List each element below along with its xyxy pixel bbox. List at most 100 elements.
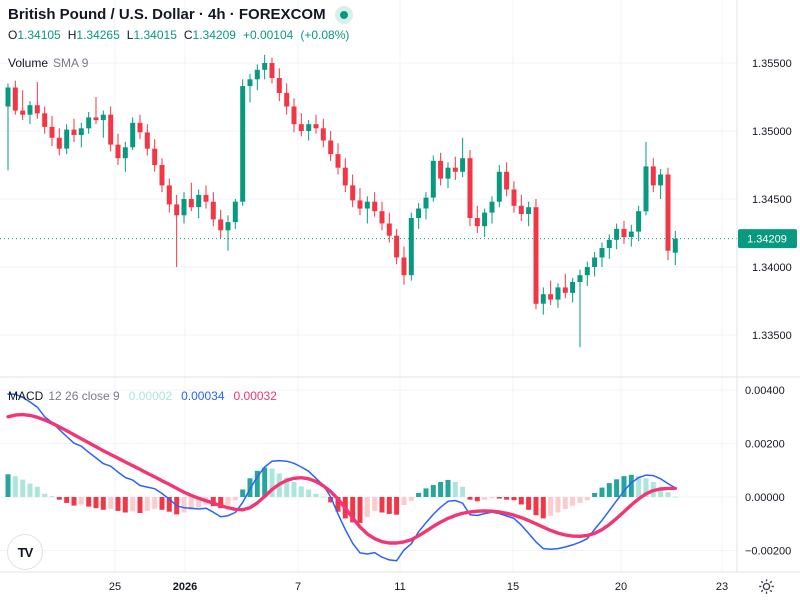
- price-axis-label: 1.33500: [752, 330, 792, 342]
- macd-histogram-bar: [291, 482, 297, 497]
- macd-signal-line: [6, 412, 677, 545]
- macd-axis-label: 0.00200: [745, 439, 785, 451]
- candle-body: [401, 257, 407, 276]
- time-axis[interactable]: 25 2026 7 11 15 20 23: [109, 581, 728, 593]
- macd-histogram-bar: [555, 497, 561, 513]
- candle-body: [306, 124, 312, 131]
- tradingview-logo[interactable]: TV: [7, 534, 43, 570]
- candle-body: [137, 122, 143, 133]
- macd-histogram-bar: [672, 496, 678, 498]
- macd-histogram-bar: [665, 492, 671, 497]
- macd-histogram-bar: [643, 478, 649, 497]
- macd-histogram-bar: [64, 497, 70, 503]
- candle-body: [364, 201, 370, 209]
- macd-histogram-bar: [394, 497, 400, 515]
- candle-body: [460, 158, 466, 172]
- macd-histogram-value: 0.00002: [128, 389, 173, 403]
- time-axis-label: 23: [716, 581, 728, 593]
- candle-body: [174, 204, 180, 216]
- macd-histogram-bar: [504, 497, 510, 500]
- candle-body: [196, 194, 202, 208]
- macd-histogram-bar: [474, 497, 480, 502]
- time-axis-label: 7: [295, 581, 301, 593]
- time-axis-settings-button[interactable]: [755, 575, 777, 597]
- candle-body: [284, 92, 290, 107]
- pane-separators: [0, 0, 800, 573]
- macd-histogram-bar: [232, 497, 238, 501]
- macd-histogram-bar: [445, 479, 451, 497]
- title-separator: ·: [225, 6, 239, 23]
- macd-axis[interactable]: 0.00400 0.00200 0.00000 −0.00200: [745, 385, 791, 558]
- macd-histogram-bar: [42, 493, 48, 497]
- macd-histogram-bar: [254, 470, 260, 497]
- candle-body: [614, 228, 620, 240]
- candle-body: [606, 239, 612, 248]
- candle-body: [254, 69, 260, 80]
- volume-indicator-label[interactable]: Volume: [8, 56, 49, 70]
- macd-histogram-bar: [577, 497, 583, 503]
- macd-histogram: [5, 467, 678, 523]
- macd-histogram-bar: [482, 497, 488, 500]
- candle-body: [218, 219, 224, 231]
- macd-histogram-bar: [628, 474, 634, 497]
- macd-histogram-bar: [20, 479, 26, 497]
- macd-histogram-bar: [584, 497, 590, 501]
- candle-body: [71, 129, 77, 135]
- candle-body: [93, 117, 99, 121]
- symbol-title[interactable]: British Pound / U.S. Dollar: [8, 6, 195, 23]
- macd-histogram-bar: [357, 497, 363, 523]
- candle-body: [5, 87, 11, 107]
- macd-histogram-bar: [401, 497, 407, 505]
- macd-histogram-bar: [548, 497, 554, 516]
- candle-body: [247, 79, 253, 87]
- macd-histogram-bar: [540, 497, 546, 519]
- candle-body: [467, 158, 473, 218]
- candle-body: [100, 114, 106, 121]
- macd-histogram-bar: [262, 467, 268, 497]
- macd-histogram-bar: [284, 477, 290, 497]
- candle-body: [540, 294, 546, 304]
- macd-histogram-bar: [438, 482, 444, 497]
- candle-body: [577, 275, 583, 282]
- macd-histogram-bar: [188, 497, 194, 510]
- macd-histogram-bar: [570, 497, 576, 506]
- volume-indicator-row[interactable]: Volume SMA 9: [8, 56, 88, 70]
- candle-body: [328, 140, 334, 155]
- candle-body: [518, 205, 524, 214]
- candle-body: [636, 211, 642, 232]
- candle-body: [621, 228, 627, 238]
- macd-histogram-bar: [137, 497, 143, 513]
- market-status-dot-icon[interactable]: [339, 10, 348, 19]
- symbol-title-row[interactable]: British Pound / U.S. Dollar · 4h · FOREX…: [8, 6, 348, 23]
- candle-body: [379, 211, 385, 224]
- price-axis[interactable]: 1.35500 1.35000 1.34500 1.34000 1.33500: [752, 58, 792, 342]
- candle-body: [320, 128, 326, 141]
- macd-indicator-row[interactable]: MACD 12 26 close 9 0.00002 0.00034 0.000…: [8, 389, 277, 403]
- candle-body: [474, 218, 480, 227]
- macd-histogram-bar: [12, 476, 18, 497]
- macd-histogram-bar: [430, 485, 436, 497]
- macd-indicator-params: 12 26 close 9: [48, 389, 120, 403]
- change-percent: (+0.08%): [300, 28, 350, 42]
- macd-histogram-bar: [386, 497, 392, 514]
- macd-histogram-bar: [658, 486, 664, 497]
- macd-histogram-bar: [240, 489, 246, 497]
- candle-body: [408, 218, 414, 276]
- macd-histogram-bar: [196, 497, 202, 508]
- macd-histogram-bar: [93, 497, 99, 509]
- macd-histogram-bar: [130, 497, 136, 512]
- candle-body: [548, 294, 554, 300]
- macd-histogram-bar: [152, 497, 158, 509]
- macd-histogram-bar: [511, 497, 517, 501]
- exchange-label[interactable]: FOREXCOM: [238, 6, 326, 23]
- macd-histogram-bar: [115, 497, 121, 511]
- svg-text:1.34209: 1.34209: [747, 234, 787, 246]
- interval-label[interactable]: 4h: [208, 6, 226, 23]
- candle-body: [291, 106, 297, 125]
- macd-histogram-bar: [306, 489, 312, 497]
- macd-histogram-bar: [599, 487, 605, 497]
- macd-histogram-bar: [56, 497, 62, 500]
- macd-indicator-label[interactable]: MACD: [8, 389, 44, 403]
